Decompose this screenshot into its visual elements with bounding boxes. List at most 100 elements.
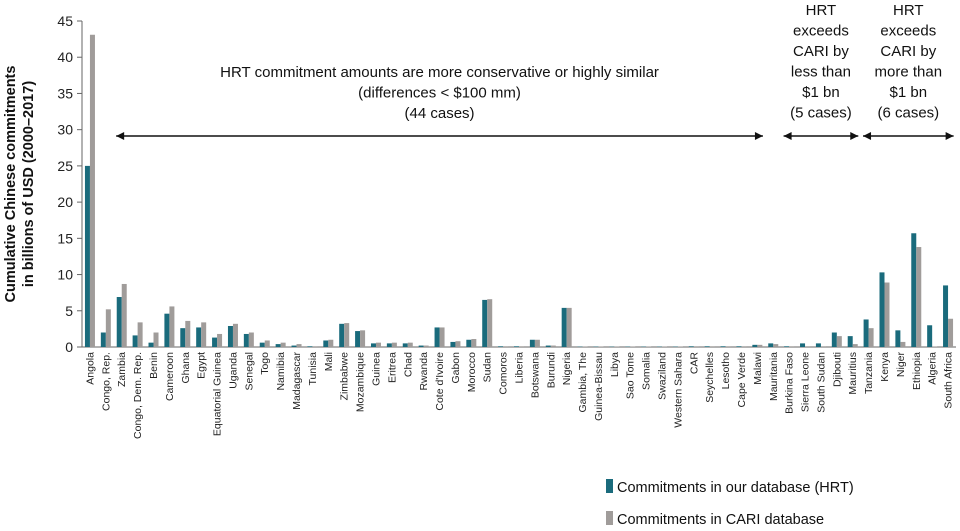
category-label: Comoros xyxy=(498,352,510,395)
bar-cari xyxy=(566,307,572,347)
category-label: Botswana xyxy=(529,352,541,398)
annotation-text: HRT xyxy=(893,2,924,19)
bar-cari xyxy=(423,345,429,347)
bar-hrt xyxy=(116,297,122,347)
annotation-arrowhead-left xyxy=(863,132,872,140)
annotation-text: exceeds xyxy=(793,23,849,40)
category-label: Eritrea xyxy=(386,352,398,383)
category-label: Lesotho xyxy=(720,352,732,390)
category-label: Togo xyxy=(259,352,271,375)
bar-cari xyxy=(391,342,397,347)
category-label: Mauritius xyxy=(847,352,859,395)
legend-swatch xyxy=(606,511,613,525)
bar-cari xyxy=(487,299,493,347)
bar-hrt xyxy=(895,330,901,347)
bar-hrt xyxy=(164,313,170,347)
annotation-text: (differences < $100 mm) xyxy=(358,85,521,102)
bar-cari xyxy=(105,309,111,347)
category-label: Liberia xyxy=(514,352,526,384)
bar-cari xyxy=(328,339,334,347)
bar-cari xyxy=(439,327,445,347)
bar-hrt xyxy=(339,323,345,347)
bar-hrt xyxy=(736,346,742,347)
legend-swatch xyxy=(606,479,613,493)
bar-hrt xyxy=(800,343,806,347)
annotation-arrowhead-right xyxy=(945,132,954,140)
category-label: South Sudan xyxy=(815,352,827,413)
category-label: Zambia xyxy=(116,352,128,387)
bar-hrt xyxy=(434,327,440,347)
category-label: Cape Verde xyxy=(736,352,748,408)
bar-cari xyxy=(185,320,191,347)
bar-cari xyxy=(757,344,763,347)
bar-hrt xyxy=(831,332,837,347)
category-label: Sierra Leone xyxy=(800,352,812,412)
bar-hrt xyxy=(132,335,138,347)
bar-hrt xyxy=(514,346,519,347)
bar-cari xyxy=(693,346,699,347)
category-label: Niger xyxy=(895,351,907,377)
category-label: Benin xyxy=(148,352,160,379)
category-label: Mali xyxy=(323,352,335,371)
category-label: South Africa xyxy=(943,352,955,409)
bar-hrt xyxy=(879,272,885,347)
y-tick-label: 20 xyxy=(57,194,73,210)
bar-cari xyxy=(407,342,413,347)
bar-hrt xyxy=(911,233,917,347)
legend: Commitments in our database (HRT) Commitm… xyxy=(606,479,854,528)
category-label: Kenya xyxy=(879,352,891,382)
annotation-text: CARI by xyxy=(880,43,936,60)
bar-cari xyxy=(312,346,318,347)
bar-cari xyxy=(916,247,922,347)
bar-hrt xyxy=(243,333,249,347)
bar-cari xyxy=(868,328,874,347)
category-label: Malawi xyxy=(752,352,764,385)
category-label: Libya xyxy=(609,352,621,377)
category-label: Ethiopia xyxy=(911,352,923,390)
category-label: Angola xyxy=(84,352,96,385)
bar-hrt xyxy=(529,339,535,347)
bar-cari xyxy=(534,339,540,347)
category-label: Madagascar xyxy=(291,351,303,409)
bar-cari xyxy=(852,344,858,347)
bar-hrt xyxy=(498,346,504,347)
bar-cari xyxy=(709,346,715,347)
category-label: Nigeria xyxy=(561,352,573,385)
bar-hrt xyxy=(768,343,774,347)
annotation-arrowhead-right xyxy=(850,132,859,140)
annotations: HRT commitment amounts are more conserva… xyxy=(116,2,954,140)
bar-hrt xyxy=(688,346,694,347)
category-label: Cote d'Ivoire xyxy=(434,352,446,411)
bar-cari xyxy=(519,346,524,347)
annotation-arrowhead-left xyxy=(116,132,125,140)
category-label: Mauritania xyxy=(768,352,780,401)
bar-hrt xyxy=(943,285,949,347)
bar-hrt xyxy=(370,343,376,347)
bar-hrt xyxy=(291,345,297,347)
bar-cari xyxy=(948,318,954,347)
y-tick-label: 5 xyxy=(65,303,73,319)
category-label: Sudan xyxy=(482,352,494,383)
bar-cari xyxy=(503,346,509,347)
annotation-text: (6 cases) xyxy=(877,105,939,122)
bar-hrt xyxy=(545,345,551,347)
annotation-text: (5 cases) xyxy=(790,105,852,122)
bar-hrt xyxy=(418,345,424,347)
bar-hrt xyxy=(196,327,202,347)
category-label: Burkina Faso xyxy=(784,352,796,414)
bar-cari xyxy=(741,346,747,347)
annotation-text: $1 bn xyxy=(890,84,928,101)
category-label: Somalia xyxy=(641,352,653,390)
category-label: Congo, Rep. xyxy=(100,352,112,411)
bar-cari xyxy=(820,346,826,347)
bar-hrt xyxy=(100,332,106,347)
annotation-text: CARI by xyxy=(793,43,849,60)
bar-cari xyxy=(725,346,731,347)
bar-hrt xyxy=(386,343,392,347)
category-label: Western Sahara xyxy=(672,352,684,428)
bar-cari xyxy=(153,332,159,347)
category-label: Sao Tome xyxy=(625,352,637,399)
annotation-text: HRT xyxy=(806,2,837,19)
y-tick-label: 10 xyxy=(57,267,73,283)
